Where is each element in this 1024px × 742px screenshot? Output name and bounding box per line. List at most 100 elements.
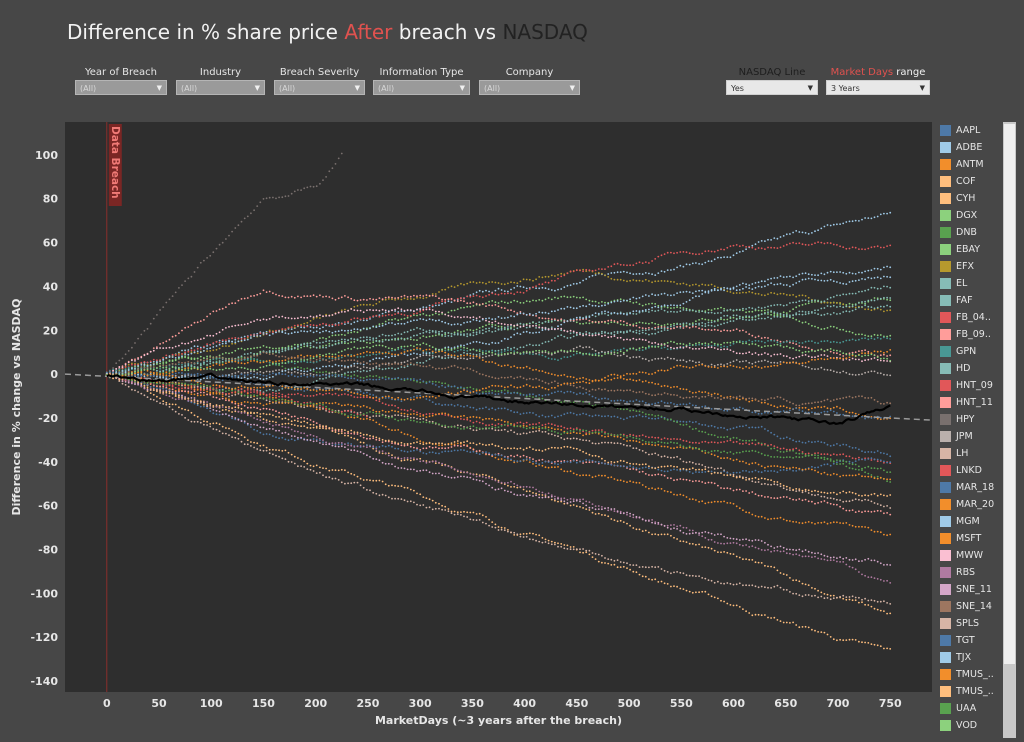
data-point [613, 278, 616, 281]
data-point [842, 370, 845, 373]
chevron-down-icon: ▼ [156, 84, 162, 92]
data-point [764, 306, 766, 309]
data-point [199, 391, 202, 394]
data-point [297, 457, 299, 459]
data-point [704, 502, 707, 505]
data-point [275, 396, 277, 399]
data-point [372, 339, 375, 341]
data-point [601, 429, 603, 431]
data-point [441, 333, 443, 336]
data-point [206, 343, 209, 345]
data-point [507, 529, 509, 531]
data-point [453, 309, 456, 312]
data-point [575, 296, 578, 299]
data-point [745, 291, 747, 294]
data-point [883, 246, 885, 249]
data-point [174, 354, 177, 357]
data-point [181, 390, 183, 393]
data-point [463, 510, 465, 513]
data-point [350, 297, 353, 300]
data-point [735, 604, 738, 607]
data-point [293, 424, 296, 426]
data-point [723, 436, 725, 439]
data-point [168, 384, 171, 387]
data-point [478, 289, 481, 292]
data-point [745, 424, 747, 427]
filter-dropdown[interactable]: (All) ▼ [479, 80, 580, 95]
data-point [422, 295, 425, 297]
data-point [886, 512, 888, 514]
data-point [748, 443, 751, 446]
data-point [764, 428, 766, 430]
data-point [845, 247, 848, 250]
data-point [886, 374, 888, 376]
data-point [685, 307, 688, 310]
data-point [851, 524, 854, 527]
data-point [876, 450, 879, 452]
data-point [685, 360, 688, 363]
data-point [199, 363, 202, 366]
data-point [240, 336, 243, 339]
data-point [419, 332, 422, 335]
data-point [710, 363, 713, 366]
data-point [409, 363, 412, 366]
filter-dropdown[interactable]: (All) ▼ [176, 80, 265, 95]
data-point [209, 350, 212, 352]
data-point [864, 371, 866, 374]
data-point [873, 370, 876, 373]
data-point [206, 388, 209, 391]
data-point [826, 369, 829, 371]
data-point [503, 407, 506, 410]
data-point [823, 225, 826, 228]
data-point [820, 501, 823, 503]
data-point [381, 441, 384, 444]
data-point [707, 284, 710, 287]
data-point [350, 394, 353, 397]
data-point [663, 358, 666, 360]
data-point [554, 541, 556, 544]
data-point [312, 345, 315, 348]
filter-dropdown[interactable]: (All) ▼ [75, 80, 167, 95]
data-point [228, 352, 230, 355]
data-point [673, 311, 675, 313]
data-point [732, 441, 735, 444]
data-point [378, 339, 381, 342]
filter-industry: Industry (All) ▼ [176, 66, 265, 95]
data-point [228, 337, 230, 340]
data-point [403, 361, 406, 364]
filter-dropdown[interactable]: Yes ▼ [726, 80, 818, 95]
data-point [538, 415, 541, 418]
data-point [378, 439, 381, 442]
data-point [735, 440, 738, 443]
data-point [510, 429, 512, 432]
data-point [287, 396, 290, 399]
filter-dropdown[interactable]: (All) ▼ [274, 80, 365, 95]
data-point [688, 263, 691, 266]
data-point [328, 392, 331, 395]
data-point [632, 527, 635, 529]
filter-dropdown[interactable]: (All) ▼ [373, 80, 470, 95]
data-point [550, 298, 553, 301]
data-point [804, 295, 807, 297]
data-point [203, 319, 205, 321]
data-point [701, 500, 704, 503]
data-point [738, 507, 741, 510]
filter-dropdown[interactable]: 3 Years ▼ [826, 80, 930, 95]
data-point [434, 446, 437, 449]
data-point [127, 363, 130, 366]
data-point [206, 360, 209, 363]
data-point [726, 551, 729, 554]
data-point [610, 321, 613, 324]
data-point [203, 387, 205, 390]
data-point [873, 338, 876, 340]
data-point [889, 211, 892, 214]
data-point [237, 224, 240, 227]
data-point [268, 388, 271, 391]
data-point [657, 487, 660, 490]
data-point [745, 476, 747, 479]
data-point [717, 442, 719, 444]
data-point [622, 521, 625, 523]
data-point [770, 518, 772, 520]
data-point [779, 447, 782, 450]
